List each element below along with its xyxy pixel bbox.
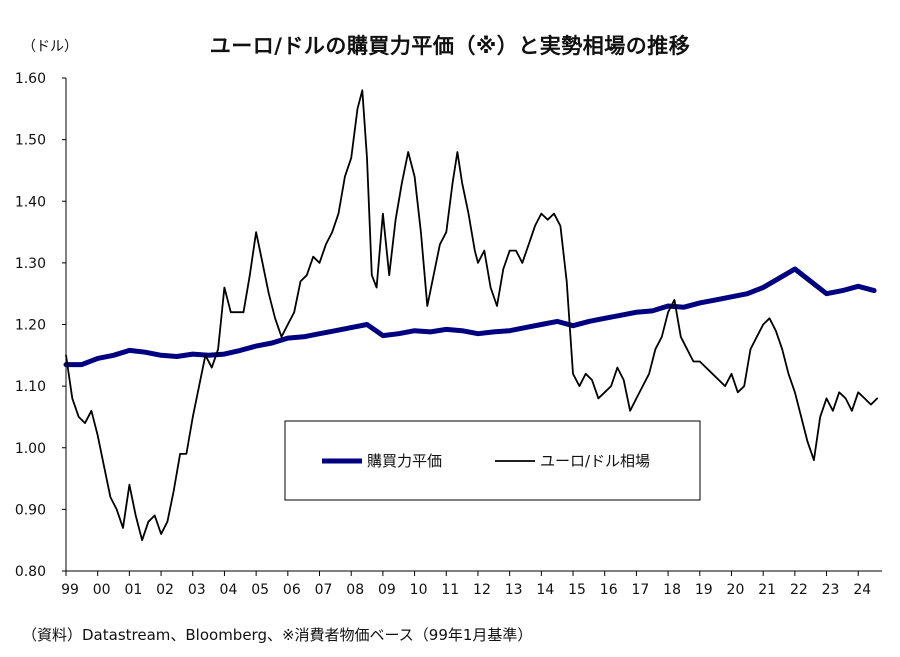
- legend-label-eurusd: ユーロ/ドル相場: [540, 452, 650, 470]
- x-tick-label: 08: [346, 582, 364, 598]
- source-note: （資料）Datastream、Bloomberg、※消費者物価ベース（99年1月…: [22, 626, 533, 644]
- x-tick-label: 19: [695, 582, 713, 598]
- chart-title: ユーロ/ドルの購買力平価（※）と実勢相場の推移: [209, 34, 691, 58]
- x-tick-label: 07: [315, 582, 333, 598]
- x-tick-label: 06: [283, 582, 301, 598]
- x-tick-label: 99: [61, 582, 79, 598]
- y-axis-unit-label: （ドル）: [22, 39, 78, 55]
- x-tick-label: 17: [631, 582, 649, 598]
- y-tick-label: 1.20: [15, 318, 46, 334]
- x-tick-label: 11: [441, 582, 459, 598]
- x-tick-label: 18: [663, 582, 681, 598]
- legend: 購買力平価 ユーロ/ドル相場: [284, 420, 701, 501]
- x-tick-label: 10: [410, 582, 428, 598]
- y-tick-label: 1.40: [15, 194, 46, 210]
- x-tick-label: 13: [505, 582, 523, 598]
- x-tick-label: 24: [853, 582, 871, 598]
- legend-label-ppp: 購買力平価: [367, 452, 442, 470]
- y-tick-label: 1.30: [15, 256, 46, 272]
- y-tick-label: 0.80: [15, 564, 46, 580]
- x-tick-label: 02: [156, 582, 174, 598]
- axes: 0.80 0.90 1.00 1.10 1.20 1.30 1.40 1.50 1.60 99 00…: [15, 71, 882, 598]
- x-tick-label: 15: [568, 582, 586, 598]
- x-tick-label: 04: [220, 582, 238, 598]
- series-eurusd-line: [65, 89, 879, 542]
- x-tick-label: 09: [378, 582, 396, 598]
- x-tick-label: 14: [536, 582, 554, 598]
- y-tick-label: 0.90: [15, 502, 46, 518]
- x-tick-label: 22: [790, 582, 808, 598]
- x-tick-label: 23: [822, 582, 840, 598]
- x-tick-label: 00: [93, 582, 111, 598]
- x-tick-label: 12: [473, 582, 491, 598]
- series-layer: [63, 89, 879, 542]
- x-tick-label: 20: [727, 582, 745, 598]
- y-tick-label: 1.50: [15, 133, 46, 149]
- x-tick-label: 01: [124, 582, 142, 598]
- y-tick-label: 1.10: [15, 379, 46, 395]
- y-tick-label: 1.60: [15, 71, 46, 87]
- x-tick-label: 21: [758, 582, 776, 598]
- y-tick-label: 1.00: [15, 441, 46, 457]
- x-tick-label: 03: [188, 582, 206, 598]
- series-ppp-line: [63, 266, 877, 368]
- x-tick-label: 16: [600, 582, 618, 598]
- x-tick-label: 05: [251, 582, 269, 598]
